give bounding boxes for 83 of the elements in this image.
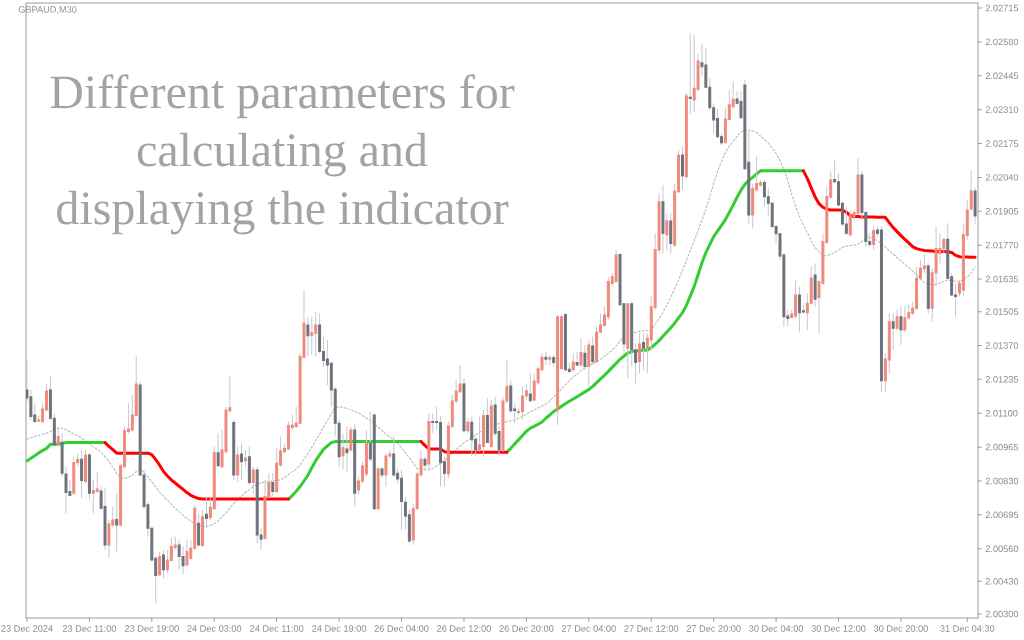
candlestick — [158, 551, 162, 578]
candlestick — [528, 372, 532, 403]
x-tick-label: 27 Dec 04:00 — [561, 625, 616, 632]
y-tick-label: 2.02580 — [985, 38, 1019, 46]
candlestick — [306, 316, 310, 358]
candlestick — [591, 336, 595, 366]
candlestick — [544, 351, 548, 366]
y-tick-label: 2.01370 — [985, 342, 1019, 349]
candlestick — [899, 306, 903, 346]
y-tick-label: 2.00695 — [985, 511, 1019, 519]
candlestick — [688, 32, 692, 114]
y-tick-label: 2.00430 — [985, 578, 1019, 585]
y-tick-label: 2.01235 — [985, 376, 1019, 383]
chart-title: GBPAUD,M30 — [18, 6, 77, 14]
candlestick — [314, 311, 318, 358]
candlestick — [216, 432, 220, 468]
candlestick — [392, 436, 396, 477]
y-tick-label: 2.01505 — [985, 308, 1019, 315]
x-tick-label: 23 Dec 11:00 — [62, 625, 117, 632]
y-tick-label: 2.02310 — [985, 106, 1019, 113]
y-tick-label: 2.00560 — [985, 545, 1019, 552]
y-tick-label: 2.00300 — [985, 610, 1019, 618]
candlestick — [641, 332, 645, 371]
x-tick-label: 27 Dec 20:00 — [686, 625, 741, 632]
candlestick — [345, 426, 349, 472]
x-tick-label: 31 Dec 04:30 — [940, 625, 995, 632]
candlestick — [384, 452, 388, 488]
x-tick-label: 30 Dec 04:00 — [749, 625, 804, 632]
y-tick-label: 2.01100 — [985, 410, 1018, 417]
x-tick-label: 24 Dec 11:00 — [250, 625, 304, 632]
candlestick — [470, 416, 474, 458]
candlestick — [521, 386, 524, 421]
y-tick-label: 2.02040 — [985, 174, 1019, 181]
candlestick — [680, 146, 684, 191]
y-tick-label: 2.01635 — [985, 275, 1019, 283]
candlestick — [872, 226, 876, 251]
candlestick — [579, 337, 583, 368]
annotation: Different parameters for calculating and displaying the indicator — [50, 74, 515, 235]
x-tick-label: 30 Dec 12:00 — [811, 625, 866, 632]
candlestick — [271, 472, 275, 498]
candlestick — [91, 479, 95, 514]
candlestick — [692, 34, 696, 113]
y-tick-label: 2.00965 — [985, 443, 1019, 451]
x-tick-label: 24 Dec 03:00 — [187, 625, 242, 632]
candlestick — [891, 312, 895, 351]
candlestick — [903, 306, 907, 333]
candlestick — [115, 492, 119, 552]
y-tick-label: 2.02715 — [985, 4, 1019, 12]
candlestick — [848, 209, 852, 238]
candlestick — [844, 206, 848, 236]
y-tick-label: 2.01905 — [985, 208, 1019, 215]
candlestick — [638, 332, 642, 374]
x-tick-label: 23 Dec 2024 — [1, 625, 53, 632]
candlestick — [286, 421, 290, 451]
candlestick — [669, 212, 673, 254]
candlestick — [236, 446, 240, 482]
candlestick — [251, 466, 255, 494]
candlestick — [204, 496, 208, 529]
x-tick-label: 26 Dec 20:00 — [499, 625, 554, 632]
x-tick-label: 30 Dec 20:00 — [873, 625, 928, 632]
x-tick-label: 23 Dec 19:00 — [124, 625, 179, 632]
candlestick — [165, 549, 169, 574]
candlestick — [716, 107, 720, 139]
candlestick — [177, 539, 181, 571]
candlestick — [798, 286, 801, 333]
candlestick — [478, 416, 482, 453]
y-tick-label: 2.02175 — [985, 140, 1019, 147]
candlestick — [794, 279, 798, 319]
y-tick-label: 2.00830 — [985, 477, 1019, 485]
candlestick — [587, 339, 591, 388]
y-tick-label: 2.01770 — [985, 241, 1019, 249]
x-tick-label: 24 Dec 19:00 — [312, 625, 367, 632]
candlestick — [162, 549, 166, 579]
candlestick — [431, 412, 435, 434]
candlestick — [571, 352, 575, 373]
candlestick — [575, 351, 579, 368]
x-tick-label: 26 Dec 04:00 — [374, 625, 429, 632]
candlestick — [400, 469, 404, 531]
x-tick-label: 26 Dec 12:00 — [437, 625, 491, 632]
candlestick — [197, 512, 201, 547]
y-tick-label: 2.02445 — [985, 72, 1019, 80]
candlestick — [310, 316, 314, 356]
x-tick-label: 27 Dec 12:00 — [624, 625, 679, 632]
